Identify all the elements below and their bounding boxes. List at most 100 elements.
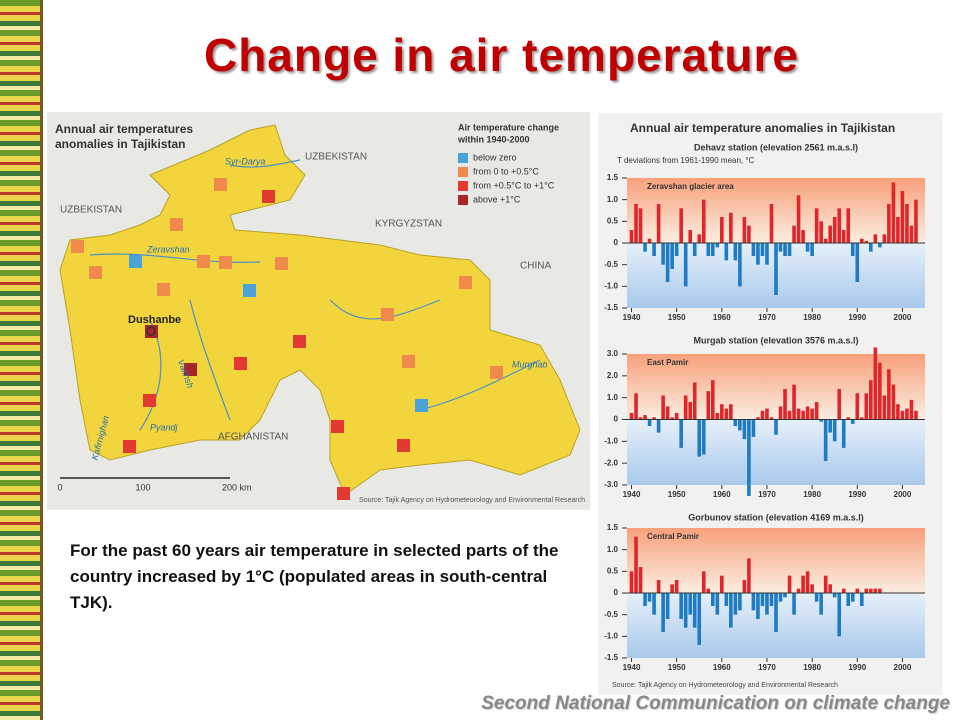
marker [143,394,156,407]
bar [769,417,774,420]
bar [629,412,634,420]
scale-label: 200 km [222,482,252,492]
charts: Dehavz station (elevation 2561 m.a.s.l) Z… [604,142,925,672]
bar [643,593,647,606]
bar [914,199,918,243]
bar [697,234,702,243]
x-tick-label: 1940 [623,663,641,672]
bar [774,243,778,295]
marker [219,256,232,269]
place-label: AFGHANISTAN [218,432,288,443]
rivers [89,159,541,431]
marker [415,399,428,412]
bar [805,571,810,593]
bar [661,593,665,632]
bar [878,588,882,593]
bar [706,588,711,593]
marker [197,255,210,268]
bar [629,571,634,593]
bar [765,408,769,420]
bar [701,419,706,455]
bar [665,593,670,619]
bar [783,243,787,256]
x-tick-label: 1980 [803,490,821,499]
y-tick-label: -2.0 [604,458,618,467]
legend-title: Air temperature change [458,122,559,132]
bar [738,243,742,287]
bar [823,575,828,593]
bar [679,419,683,448]
bar [634,204,638,243]
bar [819,593,823,615]
bar [878,243,882,248]
y-tick-label: 0 [614,238,619,247]
bar [864,393,869,420]
marker [293,335,306,348]
bar [747,419,751,496]
y-tick-label: -3.0 [604,480,618,489]
footer: Second National Communication on climate… [481,693,950,714]
bar [873,234,878,243]
map-source: Source: Tajik Agency on Hydrometeorology… [359,497,585,504]
marker [170,218,183,231]
bar [801,410,805,420]
bar [661,395,665,420]
bar [850,419,855,424]
bar [720,404,724,420]
map-markers [71,178,503,500]
bar [796,588,801,593]
bar [701,199,706,243]
bar [869,243,873,252]
bar [701,571,706,593]
legend-label: below zero [473,152,517,162]
bar [796,408,801,420]
bar [710,593,715,606]
slide-title: Change in air temperature [203,29,800,81]
bar [656,419,661,433]
bar [792,225,796,243]
marker [331,420,344,433]
bar [715,243,720,248]
bar [724,243,729,261]
bar [638,567,643,593]
legend-label: above +1°C [473,194,521,204]
bar [683,243,688,287]
bar [629,230,634,243]
bar [909,399,914,420]
y-tick-label: 0 [614,415,619,424]
bar [724,408,729,420]
x-tick-label: 2000 [894,313,912,322]
marker [129,255,142,268]
y-tick-label: 1.0 [607,195,619,204]
marker [123,440,136,453]
x-tick-label: 1980 [803,313,821,322]
chart-title: Murgab station (elevation 3576 m.a.s.l) [693,335,858,345]
bar [647,593,652,602]
x-tick-label: 1950 [668,490,686,499]
bar [801,575,805,593]
bar [850,243,855,256]
bar [882,395,887,420]
bar [688,593,693,615]
bar [683,395,688,420]
bar [882,234,887,243]
bar [683,593,688,628]
bar [710,380,715,420]
bar [652,243,656,256]
bar [905,408,909,420]
x-tick-label: 1990 [848,490,866,499]
bar [751,593,756,611]
bar [729,404,733,420]
x-tick-label: 1970 [758,313,776,322]
bar [914,410,918,420]
bar [634,393,638,420]
bar [859,593,864,606]
bar [896,217,900,243]
bar [810,408,814,420]
capital-marker [146,326,156,336]
marker [275,257,288,270]
bar [706,391,711,420]
bar [751,419,756,437]
bar [674,580,679,593]
bar [697,419,702,457]
